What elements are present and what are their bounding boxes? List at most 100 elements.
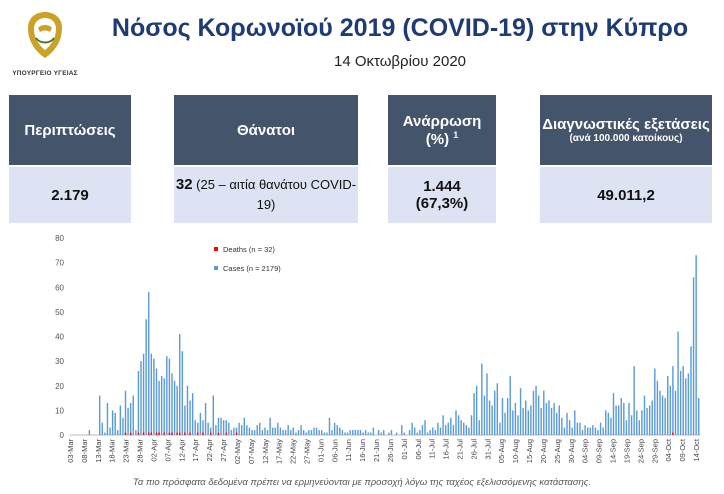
case-bar — [274, 427, 276, 435]
x-tick-label: 16-Jun — [358, 439, 367, 462]
case-bar — [424, 420, 426, 435]
case-bar — [465, 425, 468, 435]
death-bar — [217, 432, 220, 435]
case-bar — [512, 410, 514, 435]
case-bar — [382, 430, 385, 435]
case-bar — [579, 422, 581, 435]
deaths-value-box: 32 (25 – αιτία θανάτου COVID-19) — [174, 165, 358, 223]
death-bar — [148, 432, 150, 435]
case-bar — [132, 395, 134, 435]
case-bar — [574, 410, 576, 435]
x-tick-label: 25-Aug — [553, 439, 562, 463]
case-bar — [191, 393, 194, 435]
case-bar — [473, 393, 475, 435]
case-bar — [517, 415, 519, 435]
legend-cases-label: Cases (n = 2179) — [223, 264, 281, 273]
case-bar — [697, 398, 700, 435]
case-bar — [344, 432, 346, 435]
case-bar — [672, 366, 674, 435]
case-bar — [677, 331, 679, 435]
case-bar — [98, 395, 101, 435]
death-bar — [158, 432, 160, 435]
case-bar — [160, 375, 163, 435]
case-bar — [444, 425, 447, 435]
death-bar — [184, 432, 186, 435]
death-bar — [163, 432, 165, 435]
case-bar — [571, 427, 573, 435]
case-bar — [88, 430, 91, 435]
death-bar — [176, 432, 178, 435]
case-bar — [555, 412, 558, 435]
case-bar — [401, 425, 403, 435]
case-bar — [171, 373, 173, 435]
page-title: Νόσος Κορωνοϊού 2019 (COVID-19) στην Κύπ… — [111, 14, 689, 42]
case-bar — [114, 412, 116, 435]
case-bar — [122, 417, 124, 435]
case-bar — [602, 427, 604, 435]
case-bar — [592, 425, 594, 435]
death-bar — [171, 432, 173, 435]
death-bar — [150, 432, 153, 435]
case-bar — [339, 427, 341, 435]
case-bar — [323, 432, 326, 435]
case-bar — [228, 422, 230, 435]
x-tick-label: 27-Apr — [219, 439, 228, 462]
case-bar — [481, 363, 483, 435]
x-tick-label: 18-Mar — [108, 439, 117, 463]
case-bar — [184, 405, 186, 435]
case-bar — [597, 430, 599, 435]
case-bar — [194, 420, 196, 435]
case-bar — [636, 410, 638, 435]
cases-value-box: 2.179 — [9, 165, 131, 223]
cases-header: Περιπτώσεις — [9, 95, 131, 165]
case-bar — [447, 422, 449, 435]
x-tick-label: 05-Aug — [497, 439, 506, 463]
case-bar — [336, 425, 338, 435]
case-bar — [246, 425, 248, 435]
case-bar — [460, 420, 462, 435]
case-bar — [509, 375, 511, 435]
case-bar — [411, 422, 413, 435]
case-bar — [519, 388, 522, 435]
recovery-value-box: 1.444 (67,3%) — [388, 165, 496, 223]
death-bar — [129, 432, 132, 435]
case-bar — [212, 395, 215, 435]
case-bar — [277, 422, 279, 435]
x-tick-label: 22-Apr — [205, 439, 214, 462]
case-bar — [545, 402, 548, 435]
y-tick-label: 30 — [55, 357, 64, 366]
case-bar — [416, 432, 418, 435]
x-tick-label: 12-May — [261, 439, 270, 464]
y-tick-label: 0 — [60, 431, 65, 440]
case-bar — [207, 422, 209, 435]
case-bar — [659, 390, 661, 435]
deaths-note: (25 – αιτία θανάτου COVID-19) — [192, 177, 357, 212]
case-bar — [292, 427, 295, 435]
case-bar — [119, 405, 122, 435]
case-bar — [204, 402, 207, 435]
x-tick-label: 17-May — [275, 439, 284, 464]
case-bar — [168, 358, 171, 435]
x-tick-label: 14-Sep — [609, 439, 618, 463]
coat-of-arms-icon — [28, 12, 62, 58]
case-bar — [302, 430, 305, 435]
case-bar — [633, 366, 635, 435]
case-bar — [589, 427, 591, 435]
case-bar — [421, 425, 424, 435]
case-bar — [117, 430, 119, 435]
case-bar — [623, 402, 625, 435]
case-bar — [514, 402, 517, 435]
x-tick-label: 11-Jul — [428, 439, 437, 459]
case-bar — [615, 405, 617, 435]
y-tick-label: 70 — [55, 259, 64, 268]
case-bar — [535, 385, 537, 435]
case-bar — [566, 412, 568, 435]
x-tick-label: 15-Aug — [525, 439, 534, 463]
case-bar — [537, 395, 540, 435]
case-bar — [437, 422, 439, 435]
case-bar — [225, 420, 227, 435]
recovery-percent: (67,3%) — [415, 195, 469, 212]
case-bar — [380, 432, 382, 435]
x-tick-label: 08-Mar — [80, 439, 89, 463]
case-bar — [470, 415, 473, 435]
